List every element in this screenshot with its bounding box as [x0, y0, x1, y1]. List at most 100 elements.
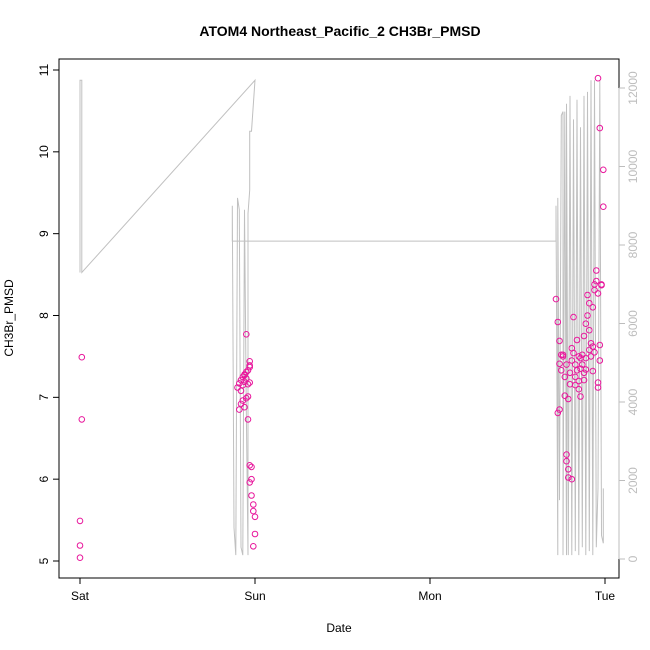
data-point — [593, 277, 600, 285]
y2-tick-label: 4000 — [626, 388, 640, 415]
data-point — [243, 394, 250, 402]
data-point — [586, 346, 593, 354]
x-axis: Sat Sun Mon Tue — [71, 577, 616, 603]
data-point — [594, 74, 602, 82]
data-point — [248, 492, 255, 499]
data-point — [572, 361, 579, 368]
data-point — [600, 203, 607, 210]
data-point — [237, 387, 245, 395]
y2-tick-label: 10000 — [626, 149, 640, 183]
y-tick-label: 6 — [37, 476, 51, 483]
data-point — [584, 291, 591, 299]
data-point — [591, 349, 598, 356]
data-point — [565, 466, 572, 473]
data-point — [78, 353, 86, 361]
data-point — [593, 267, 600, 274]
data-point — [554, 318, 562, 326]
data-point — [246, 358, 253, 365]
data-point — [236, 406, 243, 413]
data-point — [565, 395, 572, 403]
data-point — [239, 381, 247, 389]
data-point — [589, 343, 597, 350]
data-point — [589, 304, 597, 311]
data-point — [251, 530, 259, 538]
data-point — [580, 369, 588, 377]
data-point — [570, 313, 577, 321]
data-point — [579, 351, 586, 359]
data-point — [251, 513, 259, 521]
data-point — [250, 501, 257, 508]
y2-tick-label: 2000 — [626, 467, 640, 494]
data-point — [246, 462, 253, 469]
data-point — [594, 379, 602, 386]
y-tick-label: 9 — [37, 230, 51, 237]
data-point — [76, 554, 84, 562]
points-layer — [76, 74, 607, 562]
data-point — [563, 451, 570, 458]
data-point — [237, 400, 245, 408]
data-point — [244, 380, 252, 388]
y2-tick-label: 0 — [626, 555, 640, 562]
data-point — [243, 375, 250, 382]
data-point — [246, 379, 253, 386]
data-point — [579, 361, 586, 368]
data-point — [591, 281, 598, 288]
x-axis-label: Date — [326, 621, 352, 635]
data-point — [250, 507, 257, 515]
data-point — [561, 392, 569, 400]
y-tick-label: 8 — [37, 312, 51, 319]
data-point — [563, 457, 570, 465]
y-axis-left: 5 6 7 8 9 10 11 — [37, 63, 60, 564]
data-point — [76, 517, 84, 525]
data-point — [568, 357, 576, 364]
data-point — [552, 295, 560, 303]
data-point — [587, 340, 595, 347]
data-point — [586, 299, 593, 307]
data-point — [594, 384, 602, 391]
data-point — [244, 393, 252, 400]
y-tick-label: 10 — [37, 145, 51, 159]
data-point — [566, 369, 574, 377]
data-point — [556, 337, 563, 345]
data-point — [575, 385, 583, 393]
data-point — [580, 332, 588, 340]
x-tick-label: Tue — [595, 589, 616, 603]
data-point — [596, 357, 604, 364]
data-point — [558, 367, 565, 374]
data-point — [248, 475, 255, 483]
altitude-line-layer — [79, 78, 604, 556]
data-point — [250, 543, 257, 550]
data-point — [243, 368, 250, 376]
x-tick-label: Sat — [71, 589, 90, 603]
data-point — [241, 371, 248, 379]
data-point — [572, 373, 579, 381]
data-point — [596, 341, 604, 349]
data-point — [241, 403, 248, 411]
data-point — [575, 353, 583, 360]
y2-tick-label: 8000 — [626, 231, 640, 258]
data-point — [568, 475, 576, 483]
data-point — [573, 367, 581, 374]
data-point — [248, 463, 255, 471]
data-point — [572, 381, 579, 389]
data-point — [565, 474, 572, 481]
data-point — [559, 351, 567, 359]
data-point — [78, 416, 86, 423]
data-point — [577, 393, 584, 400]
data-point — [589, 367, 597, 375]
y-axis-right: 0 2000 4000 6000 8000 10000 12000 — [618, 71, 640, 562]
y2-tick-label: 12000 — [626, 71, 640, 105]
data-point — [246, 362, 253, 369]
x-tick-label: Sun — [244, 589, 265, 603]
data-point — [556, 360, 563, 368]
altitude-series-line — [79, 78, 604, 556]
data-point — [244, 416, 252, 423]
data-point — [584, 312, 591, 319]
data-point — [575, 377, 583, 385]
data-point — [596, 124, 604, 132]
chart-title: ATOM4 Northeast_Pacific_2 CH3Br_PMSD — [199, 23, 480, 39]
y-tick-label: 11 — [37, 63, 51, 76]
data-point — [598, 281, 605, 289]
y-tick-label: 5 — [37, 557, 51, 564]
